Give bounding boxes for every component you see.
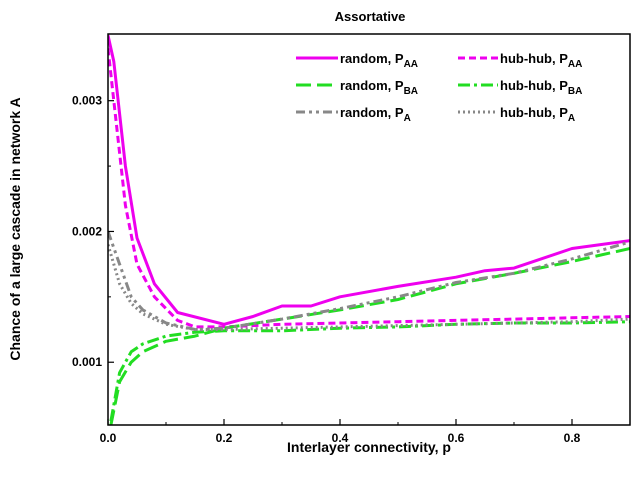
plot-frame bbox=[107, 33, 631, 426]
legend-label-6: hub-hub, PA bbox=[500, 105, 575, 124]
y-axis-label: Chance of a large cascade in network A bbox=[7, 97, 23, 360]
y-tick-label: 0.002 bbox=[72, 224, 102, 238]
y-axis-ticks: 0.001 0.002 0.003 bbox=[72, 94, 114, 369]
series-line-4 bbox=[109, 320, 630, 422]
series-line-2 bbox=[108, 48, 630, 329]
legend-label-2: hub-hub, PAA bbox=[500, 51, 582, 70]
plot-lines bbox=[108, 34, 630, 425]
y-tick-label: 0.001 bbox=[72, 355, 102, 369]
chart-title: Assortative bbox=[335, 9, 406, 24]
x-axis-label: Interlayer connectivity, p bbox=[287, 439, 451, 455]
legend-label-4: hub-hub, PBA bbox=[500, 78, 582, 97]
y-tick-label: 0.003 bbox=[72, 94, 102, 108]
series-line-3 bbox=[109, 247, 630, 425]
x-tick-label: 0.6 bbox=[448, 431, 465, 445]
x-tick-label: 0.0 bbox=[100, 431, 117, 445]
x-tick-label: 0.4 bbox=[332, 431, 349, 445]
x-tick-label: 0.2 bbox=[216, 431, 233, 445]
legend: random, PAA hub-hub, PAA random, PBA hub-hu… bbox=[296, 51, 582, 124]
legend-label-3: random, PBA bbox=[340, 78, 418, 97]
x-tick-label: 0.8 bbox=[564, 431, 581, 445]
series-line-1 bbox=[108, 34, 630, 326]
x-axis-ticks: 0.0 0.2 0.4 0.6 0.8 bbox=[100, 419, 631, 445]
legend-label-1: random, PAA bbox=[340, 51, 418, 70]
legend-label-5: random, PA bbox=[340, 105, 411, 124]
series-line-6 bbox=[108, 244, 630, 331]
